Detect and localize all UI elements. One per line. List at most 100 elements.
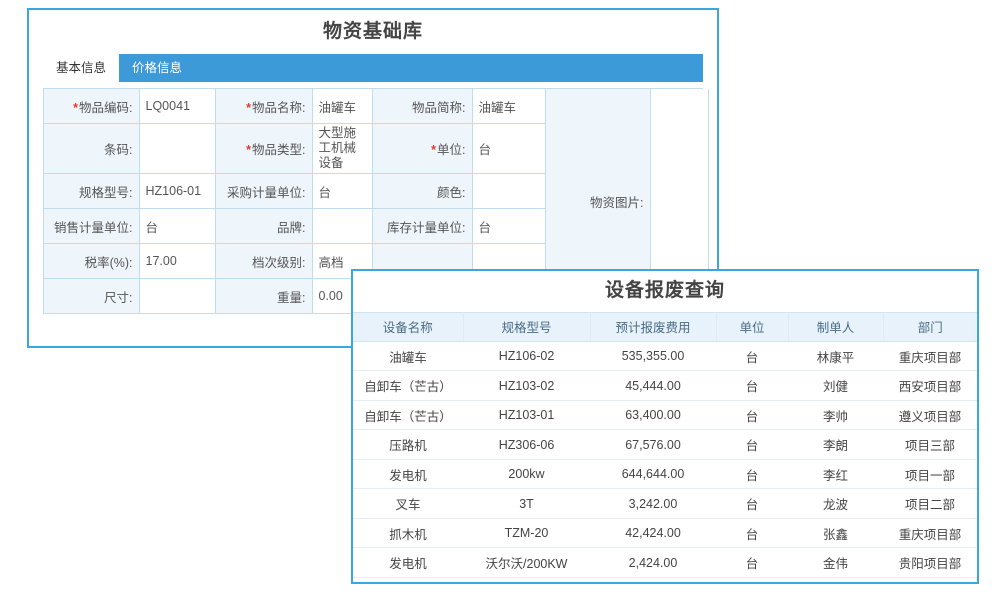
- field-value-brand[interactable]: [312, 208, 373, 245]
- cell-equipment-name[interactable]: 油罐车: [353, 341, 463, 372]
- field-label-spec-model: 规格型号:: [44, 173, 140, 210]
- cell-department: 项目三部: [883, 429, 977, 460]
- form-row: *物品编码: LQ0041 *物品名称: 油罐车 物品简称: 油罐车 物资图片:: [44, 88, 709, 315]
- form-row: 规格型号: HZ106-01 采购计量单位: 台 颜色:: [44, 173, 708, 210]
- cell-department: 贵阳项目部: [883, 547, 977, 578]
- field-label-color: 颜色:: [372, 173, 473, 210]
- cell-spec-model: 3T: [463, 488, 590, 519]
- required-star-icon: *: [431, 143, 437, 158]
- material-base-panel: 物资基础库 基本信息 价格信息 *物品编码: LQ0041 *物品名称: [27, 8, 719, 348]
- field-label-tax-rate: 税率(%):: [44, 243, 140, 280]
- field-value-item-name[interactable]: 油罐车: [312, 88, 373, 125]
- tab-bar: 基本信息 价格信息: [43, 53, 703, 82]
- cell-unit: 台: [716, 518, 788, 549]
- cell-unit: 台: [716, 459, 788, 490]
- field-value-spec-model[interactable]: HZ106-01: [139, 173, 216, 210]
- field-label-grade: 档次级别:: [215, 243, 313, 280]
- cell-spec-model: 200kw: [463, 459, 590, 490]
- field-label-item-name: *物品名称:: [215, 88, 313, 125]
- cell-spec-model: TZM-20: [463, 518, 590, 549]
- cell-unit: 台: [716, 429, 788, 460]
- tab-basic-info[interactable]: 基本信息: [43, 53, 120, 82]
- table-row[interactable]: 叉车 3T 3,242.00 台 龙波 项目二部: [353, 488, 977, 519]
- field-label-sales-unit: 销售计量单位:: [44, 208, 140, 245]
- col-header-spec-model[interactable]: 规格型号: [463, 311, 591, 342]
- required-star-icon: *: [73, 100, 79, 115]
- cell-department: 重庆项目部: [883, 341, 977, 372]
- field-label-item-code: *物品编码:: [44, 88, 140, 125]
- cell-unit: 台: [716, 488, 788, 519]
- cell-spec-model: HZ103-02: [463, 370, 590, 401]
- field-label-barcode: 条码:: [44, 123, 140, 175]
- page-title: 物资基础库: [322, 21, 423, 42]
- field-value-color[interactable]: [472, 173, 546, 210]
- scrap-panel-title: 设备报废查询: [604, 280, 725, 301]
- cell-department: 项目一部: [883, 459, 977, 490]
- scrap-data-table: 设备名称 规格型号 预计报废费用 单位 制单人 部门 油罐车 HZ106-02 …: [353, 311, 977, 578]
- field-value-purchase-unit[interactable]: 台: [312, 173, 373, 210]
- cell-equipment-name[interactable]: 抓木机: [353, 518, 463, 549]
- field-value-grade[interactable]: 高档: [312, 243, 373, 280]
- cell-spec-model: HZ106-02: [463, 341, 590, 372]
- cell-spec-model: HZ103-01: [463, 400, 590, 431]
- table-row[interactable]: 自卸车（芒古） HZ103-02 45,444.00 台 刘健 西安项目部: [353, 370, 977, 401]
- col-header-equipment-name[interactable]: 设备名称: [353, 311, 464, 342]
- field-value-item-code[interactable]: LQ0041: [139, 88, 216, 125]
- field-value-sales-unit[interactable]: 台: [139, 208, 216, 245]
- table-header-row: 设备名称 规格型号 预计报废费用 单位 制单人 部门: [353, 311, 977, 342]
- cell-equipment-name[interactable]: 自卸车（芒古）: [353, 400, 463, 431]
- cell-spec-model: HZ306-06: [463, 429, 590, 460]
- col-header-unit[interactable]: 单位: [716, 311, 789, 342]
- field-label-item-shortname: 物品简称:: [372, 88, 473, 125]
- cell-equipment-name[interactable]: 自卸车（芒古）: [353, 370, 463, 401]
- field-value-size[interactable]: [139, 278, 216, 315]
- cell-creator[interactable]: 李朗: [788, 429, 883, 460]
- form-row: 条码: *物品类型: 大型施工机械设备 *单位: 台: [44, 123, 708, 175]
- table-row[interactable]: 发电机 沃尔沃/200KW 2,424.00 台 金伟 贵阳项目部: [353, 547, 977, 578]
- cell-equipment-name[interactable]: 压路机: [353, 429, 463, 460]
- cell-equipment-name[interactable]: 发电机: [353, 547, 463, 578]
- field-label-unit: *单位:: [372, 123, 473, 175]
- field-value-item-type[interactable]: 大型施工机械设备: [312, 123, 373, 175]
- col-header-department[interactable]: 部门: [883, 311, 977, 342]
- cell-estimated-cost: 3,242.00: [590, 488, 716, 519]
- cell-creator[interactable]: 龙波: [788, 488, 883, 519]
- material-form: *物品编码: LQ0041 *物品名称: 油罐车 物品简称: 油罐车 物资图片:…: [43, 87, 709, 315]
- cell-estimated-cost: 63,400.00: [590, 400, 716, 431]
- field-label-purchase-unit: 采购计量单位:: [215, 173, 313, 210]
- field-value-tax-rate[interactable]: 17.00: [139, 243, 216, 280]
- cell-department: 西安项目部: [883, 370, 977, 401]
- field-value-unit[interactable]: 台: [472, 123, 546, 175]
- col-header-creator[interactable]: 制单人: [788, 311, 884, 342]
- material-form-table: *物品编码: LQ0041 *物品名称: 油罐车 物品简称: 油罐车 物资图片:…: [44, 88, 709, 315]
- cell-creator[interactable]: 林康平: [788, 341, 883, 372]
- cell-department: 遵义项目部: [883, 400, 977, 431]
- cell-estimated-cost: 42,424.00: [590, 518, 716, 549]
- table-row[interactable]: 发电机 200kw 644,644.00 台 李红 项目一部: [353, 459, 977, 490]
- cell-unit: 台: [716, 547, 788, 578]
- table-row[interactable]: 油罐车 HZ106-02 535,355.00 台 林康平 重庆项目部: [353, 341, 977, 372]
- field-label-brand: 品牌:: [215, 208, 313, 245]
- table-row[interactable]: 抓木机 TZM-20 42,424.00 台 张鑫 重庆项目部: [353, 518, 977, 549]
- cell-unit: 台: [716, 400, 788, 431]
- cell-creator[interactable]: 李帅: [788, 400, 883, 431]
- tab-price-info[interactable]: 价格信息: [132, 60, 183, 75]
- cell-spec-model: 沃尔沃/200KW: [463, 547, 590, 578]
- cell-estimated-cost: 45,444.00: [590, 370, 716, 401]
- col-header-estimated-cost[interactable]: 预计报废费用: [590, 311, 717, 342]
- field-label-stock-unit: 库存计量单位:: [372, 208, 473, 245]
- cell-creator[interactable]: 刘健: [788, 370, 883, 401]
- cell-creator[interactable]: 李红: [788, 459, 883, 490]
- cell-creator[interactable]: 金伟: [788, 547, 883, 578]
- field-value-item-shortname[interactable]: 油罐车: [472, 88, 546, 125]
- cell-unit: 台: [716, 341, 788, 372]
- field-value-barcode[interactable]: [139, 123, 216, 175]
- table-row[interactable]: 自卸车（芒古） HZ103-01 63,400.00 台 李帅 遵义项目部: [353, 400, 977, 431]
- cell-estimated-cost: 67,576.00: [590, 429, 716, 460]
- table-row[interactable]: 压路机 HZ306-06 67,576.00 台 李朗 项目三部: [353, 429, 977, 460]
- cell-equipment-name[interactable]: 发电机: [353, 459, 463, 490]
- scrap-table-body: 油罐车 HZ106-02 535,355.00 台 林康平 重庆项目部 自卸车（…: [353, 341, 977, 578]
- cell-creator[interactable]: 张鑫: [788, 518, 883, 549]
- cell-equipment-name[interactable]: 叉车: [353, 488, 463, 519]
- field-value-stock-unit[interactable]: 台: [472, 208, 546, 245]
